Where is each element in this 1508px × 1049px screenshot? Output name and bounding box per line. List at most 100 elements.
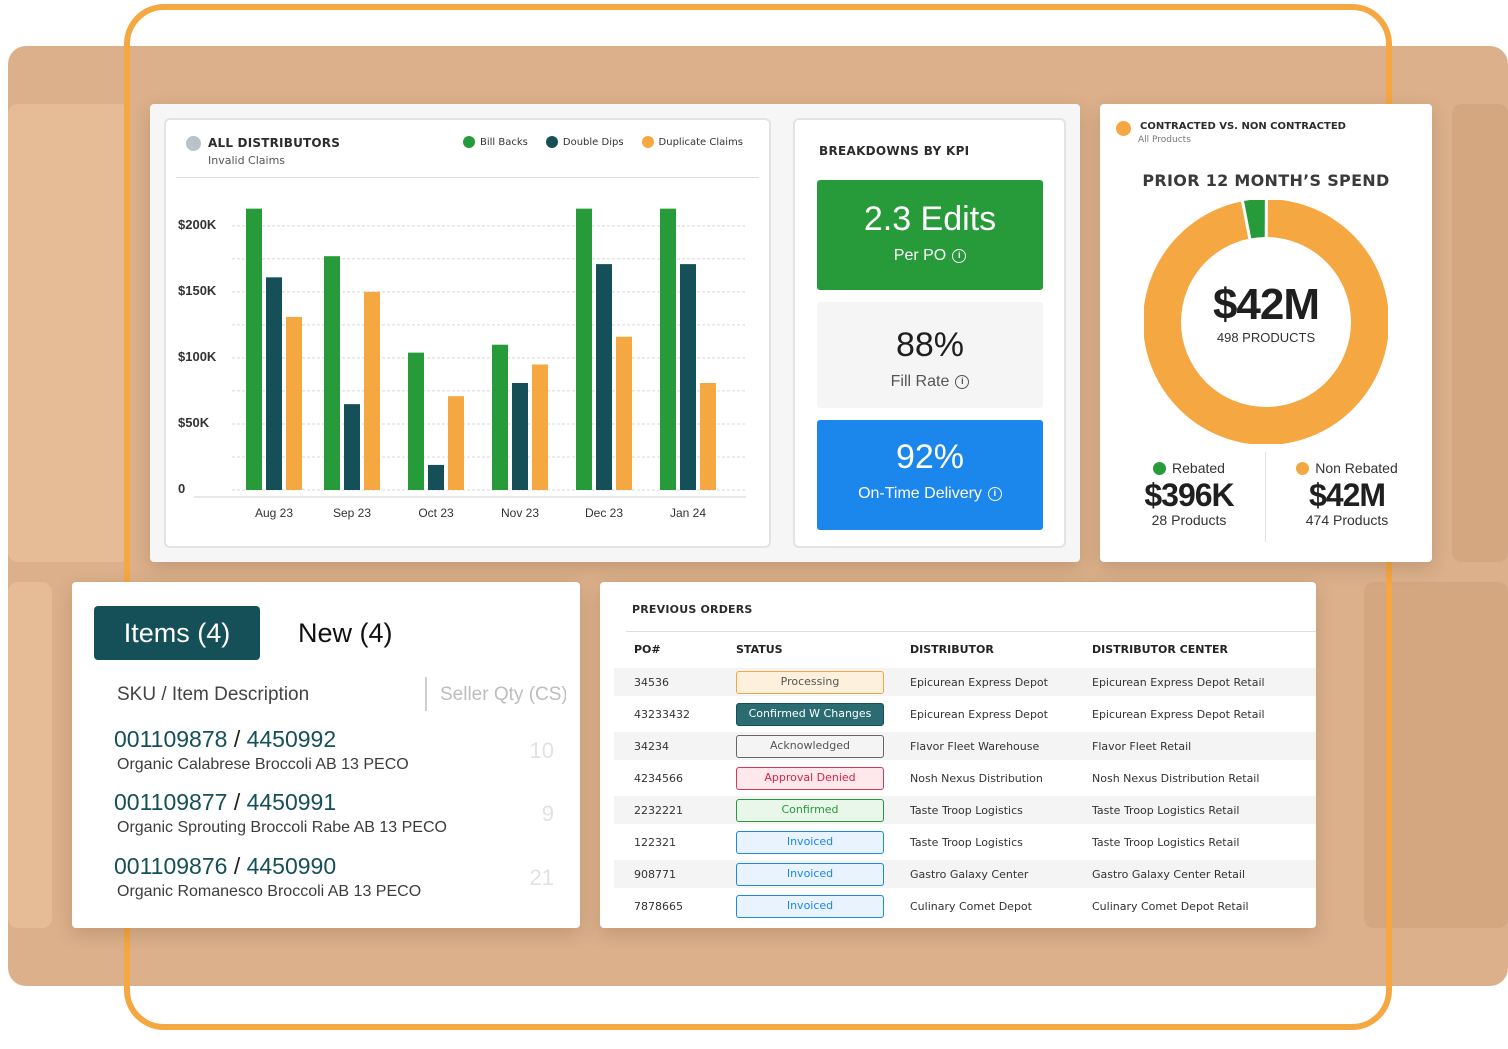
info-icon[interactable]: i: [952, 249, 967, 263]
order-row[interactable]: 7878665 Invoiced Culinary Comet Depot Culin…: [614, 892, 1316, 920]
order-distributor: Flavor Fleet Warehouse: [910, 740, 1040, 753]
order-distributor: Epicurean Express Depot: [910, 708, 1048, 721]
non-rebated-value: $42M: [1308, 477, 1386, 513]
info-icon[interactable]: i: [987, 487, 1002, 501]
column-header-distributor-center[interactable]: DISTRIBUTOR CENTER: [1092, 643, 1228, 656]
order-row[interactable]: 43233432 Confirmed W Changes Epicurean Exp…: [614, 700, 1316, 728]
bar-chart: $200K $150K $100K $50K 0 Aug 23 Sep 23 Oct 23 No…: [178, 208, 746, 520]
contracted-dot-icon: [1116, 121, 1131, 136]
kpi-value: 88%: [895, 326, 965, 364]
legend-label: Duplicate Claims: [658, 136, 743, 148]
spend-card: CONTRACTED VS. NON CONTRACTED All Produc…: [1100, 104, 1432, 562]
chart-subtitle: Invalid Claims: [208, 154, 286, 167]
item-description: Organic Sprouting Broccoli Rabe AB 13 PE…: [117, 819, 447, 836]
bar-duplicate-claims: [364, 291, 380, 490]
order-row[interactable]: 34234 Acknowledged Flavor Fleet Warehouse F…: [614, 732, 1316, 760]
orders-title: PREVIOUS ORDERS: [632, 603, 753, 616]
item-row[interactable]: 001109878 / 4450992 Organic Calabrese Br…: [114, 726, 554, 773]
column-header-sku[interactable]: SKU / Item Description: [117, 684, 310, 705]
order-distributor: Nosh Nexus Distribution: [910, 772, 1043, 785]
item-quantity: 9: [541, 801, 554, 826]
rebated-count: 28 Products: [1151, 512, 1227, 528]
bar-bill-backs: [576, 208, 592, 491]
column-header-seller-qty[interactable]: Seller Qty (CS): [440, 684, 566, 705]
item-sku: 001109876: [114, 853, 228, 879]
order-row[interactable]: 908771 Invoiced Gastro Galaxy Center Gastro…: [614, 860, 1316, 888]
items-panel: Items (4) New (4) SKU / Item Description…: [72, 582, 580, 928]
order-distributor: Taste Troop Logistics: [910, 836, 1023, 849]
kpi-label: On-Time Delivery: [858, 485, 982, 502]
bar-bill-backs: [492, 344, 508, 490]
background-strip-left-top: [8, 104, 130, 562]
rebated-value: $396K: [1144, 477, 1234, 513]
kpi-tile-edits[interactable]: 2.3 Edits Per PO i: [817, 180, 1043, 290]
y-tick-label: 0: [178, 481, 185, 496]
tab-items[interactable]: Items (4): [94, 606, 260, 660]
order-distributor-center: Epicurean Express Depot Retail: [1092, 676, 1265, 689]
info-icon[interactable]: i: [955, 375, 970, 389]
column-header-distributor[interactable]: DISTRIBUTOR: [910, 643, 994, 656]
bar-double-dips: [680, 264, 696, 490]
kpi-breakdown-card: BREAKDOWNS BY KPI 2.3 Edits Per PO i 88% …: [793, 118, 1066, 548]
item-code: 4450991: [246, 789, 337, 815]
item-quantity: 10: [529, 738, 554, 763]
kpi-label: Fill Rate: [890, 373, 950, 390]
kpi-tile-on-time-delivery[interactable]: 92% On-Time Delivery i: [817, 420, 1043, 530]
chart-legend: Bill Backs Double Dips Duplicate Claims: [463, 136, 743, 148]
status-badge: Acknowledged: [736, 735, 884, 758]
status-badge: Approval Denied: [736, 767, 884, 790]
legend-item-double-dips[interactable]: Double Dips: [545, 136, 624, 148]
order-row[interactable]: 4234566 Approval Denied Nosh Nexus Distrib…: [614, 764, 1316, 792]
bar-duplicate-claims: [700, 383, 716, 490]
order-distributor-center: Epicurean Express Depot Retail: [1092, 708, 1265, 721]
chart-title: ALL DISTRIBUTORS: [208, 136, 341, 150]
non-rebated-dot-icon: [1296, 461, 1310, 475]
status-badge: Invoiced: [736, 863, 884, 886]
item-row[interactable]: 001109876 / 4450990 Organic Romanesco Br…: [114, 853, 554, 900]
y-tick-label: $100K: [178, 349, 217, 364]
order-distributor-center: Gastro Galaxy Center Retail: [1092, 868, 1245, 881]
order-distributor-center: Taste Troop Logistics Retail: [1092, 836, 1240, 849]
x-tick-label: Sep 23: [333, 506, 371, 520]
item-description: Organic Romanesco Broccoli AB 13 PECO: [117, 883, 422, 900]
bar-bill-backs: [408, 352, 424, 490]
order-distributor-center: Flavor Fleet Retail: [1092, 740, 1192, 753]
item-row[interactable]: 001109877 / 4450991 Organic Sprouting Br…: [114, 789, 554, 836]
order-distributor: Culinary Comet Depot: [910, 900, 1032, 913]
order-po: 4234566: [634, 772, 683, 785]
order-po: 7878665: [634, 900, 683, 913]
order-distributor-center: Taste Troop Logistics Retail: [1092, 804, 1240, 817]
y-tick-label: $150K: [178, 283, 217, 298]
legend-dot-teal-icon: [545, 136, 558, 148]
previous-orders-panel: PREVIOUS ORDERS PO# STATUS DISTRIBUTOR D…: [600, 582, 1316, 928]
order-po: 43233432: [634, 708, 690, 721]
non-rebated-summary: Non Rebated $42M 474 Products: [1272, 460, 1422, 528]
non-rebated-label: Non Rebated: [1315, 460, 1398, 476]
non-rebated-count: 474 Products: [1305, 512, 1389, 528]
column-header-po[interactable]: PO#: [634, 643, 661, 656]
legend-label: Double Dips: [562, 136, 624, 148]
bar-bill-backs: [324, 256, 340, 490]
legend-item-duplicate-claims[interactable]: Duplicate Claims: [641, 136, 743, 148]
order-row[interactable]: 122321 Invoiced Taste Troop Logistics Taste…: [614, 828, 1316, 856]
x-tick-label: Dec 23: [585, 506, 623, 520]
order-distributor: Epicurean Express Depot: [910, 676, 1048, 689]
legend-item-bill-backs[interactable]: Bill Backs: [463, 136, 528, 148]
kpi-tile-fill-rate[interactable]: 88% Fill Rate i: [817, 302, 1043, 408]
bar-bill-backs: [246, 208, 262, 491]
background-strip-left-bottom: [8, 582, 52, 928]
spend-donut-chart: [1144, 200, 1388, 444]
background-strip-right-top: [1452, 104, 1508, 562]
column-header-status[interactable]: STATUS: [736, 643, 783, 656]
item-sku: 001109878: [114, 726, 228, 752]
x-tick-label: Nov 23: [501, 506, 539, 520]
kpi-value: 2.3 Edits: [863, 200, 997, 238]
order-po: 908771: [634, 868, 676, 881]
tab-new[interactable]: New (4): [298, 618, 393, 648]
x-tick-label: Oct 23: [418, 506, 454, 520]
status-badge: Confirmed W Changes: [736, 703, 884, 726]
order-row[interactable]: 2232221 Confirmed Taste Troop Logistics Tas…: [614, 796, 1316, 824]
spend-header: CONTRACTED VS. NON CONTRACTED: [1140, 121, 1346, 132]
order-row[interactable]: 34536 Processing Epicurean Express Depot Ep…: [614, 668, 1316, 696]
legend-label: Bill Backs: [480, 136, 528, 148]
